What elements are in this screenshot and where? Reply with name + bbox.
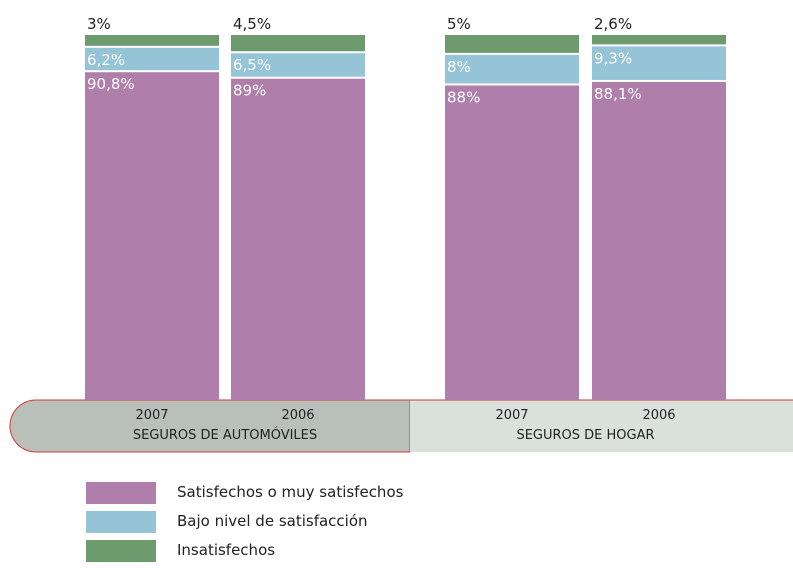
bar-satisfied-1 xyxy=(231,78,365,401)
year-label-0: 2007 xyxy=(135,408,169,423)
bar-unsatisfied-0 xyxy=(85,35,219,46)
bar-unsatisfied-1 xyxy=(231,35,365,52)
data-labels: 90,8% 6,2% 3% 89% 6,5% 4,5% 88% 8% 5% 88,1% 9,3% 2,… xyxy=(87,15,642,106)
group-label-0: SEGUROS DE AUTOMÓVILES xyxy=(132,428,318,443)
legend-label-low: Bajo nivel de satisfacción xyxy=(177,512,368,530)
label-low-0: 6,2% xyxy=(87,51,125,69)
bar-unsatisfied-3 xyxy=(592,35,726,45)
label-unsatisfied-0: 3% xyxy=(87,15,111,33)
bar-low-2 xyxy=(445,54,579,84)
bar-satisfied-3 xyxy=(592,81,726,401)
label-satisfied-0: 90,8% xyxy=(87,75,135,93)
year-label-2: 2007 xyxy=(495,408,529,423)
bar-unsatisfied-2 xyxy=(445,35,579,53)
bars xyxy=(85,35,726,401)
label-low-1: 6,5% xyxy=(233,56,271,74)
category-bands xyxy=(9,399,793,453)
bar-low-0 xyxy=(85,47,219,71)
legend-label-satisfied: Satisfechos o muy satisfechos xyxy=(177,483,404,501)
label-unsatisfied-1: 4,5% xyxy=(233,15,271,33)
label-low-3: 9,3% xyxy=(594,49,632,67)
legend-swatch-satisfied xyxy=(86,482,156,504)
label-unsatisfied-3: 2,6% xyxy=(594,15,632,33)
bar-satisfied-2 xyxy=(445,85,579,401)
bar-low-1 xyxy=(231,53,365,77)
year-label-3: 2006 xyxy=(642,408,676,423)
bar-low-3 xyxy=(592,46,726,80)
label-unsatisfied-2: 5% xyxy=(447,15,471,33)
year-label-1: 2006 xyxy=(281,408,315,423)
label-satisfied-3: 88,1% xyxy=(594,85,642,103)
legend-swatch-low xyxy=(86,511,156,533)
band-hogar xyxy=(410,400,793,452)
band-autos xyxy=(9,399,411,453)
label-satisfied-1: 89% xyxy=(233,82,266,100)
label-low-2: 8% xyxy=(447,58,471,76)
legend-label-unsatisfied: Insatisfechos xyxy=(177,541,276,559)
group-label-1: SEGUROS DE HOGAR xyxy=(516,428,655,443)
label-satisfied-2: 88% xyxy=(447,88,480,106)
bar-satisfied-0 xyxy=(85,72,219,400)
legend-swatch-unsatisfied xyxy=(86,540,156,562)
